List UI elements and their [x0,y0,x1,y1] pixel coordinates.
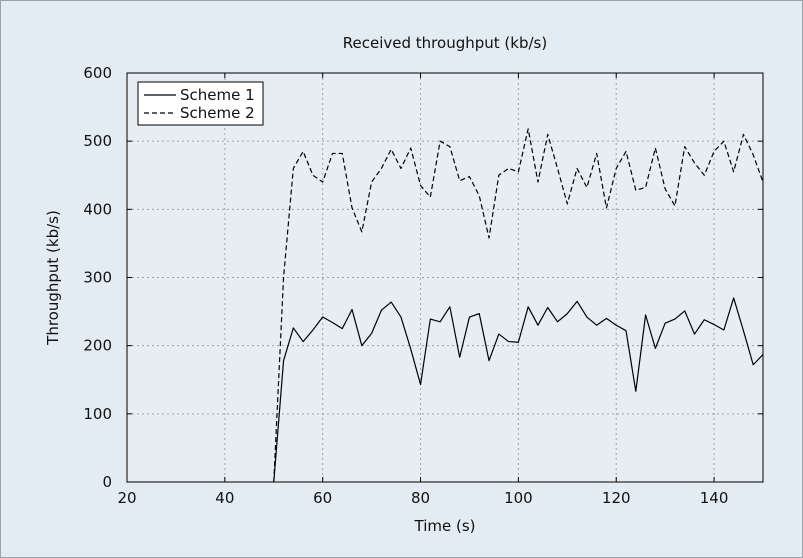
legend-label-1: Scheme 1 [180,86,255,104]
x-tick-label: 100 [504,489,533,507]
chart-title: Received throughput (kb/s) [343,34,547,52]
series-line-1 [273,297,764,483]
y-tick-label: 0 [102,473,112,491]
x-tick-label: 80 [411,489,430,507]
x-tick-label: 120 [602,489,631,507]
series-line-2 [273,128,764,483]
y-tick-label: 500 [83,132,112,150]
x-tick-label: 20 [117,489,136,507]
x-tick-label: 60 [313,489,332,507]
y-tick-label: 200 [83,337,112,355]
y-tick-label: 400 [83,200,112,218]
y-tick-label: 600 [83,64,112,82]
x-tick-label: 40 [215,489,234,507]
y-tick-label: 100 [83,405,112,423]
x-tick-label: 140 [700,489,729,507]
y-axis-label: Throughput (kb/s) [44,210,62,346]
legend-box [137,81,264,126]
legend-label-2: Scheme 2 [180,104,255,122]
x-axis-label: Time (s) [414,517,476,535]
y-tick-label: 300 [83,269,112,287]
